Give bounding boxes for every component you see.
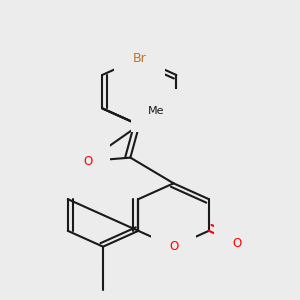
Text: O: O — [169, 240, 178, 253]
Text: Br: Br — [132, 52, 146, 65]
Text: Me: Me — [148, 106, 165, 116]
Text: O: O — [232, 237, 241, 250]
Text: O: O — [83, 154, 92, 168]
